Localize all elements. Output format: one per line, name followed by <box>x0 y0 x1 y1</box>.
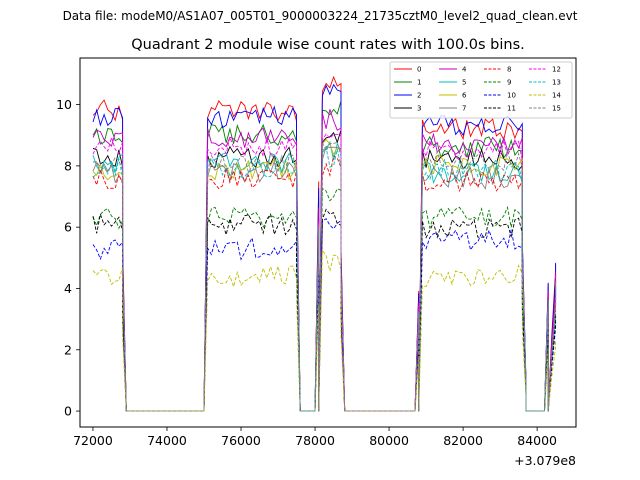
legend-label-12: 12 <box>552 66 561 74</box>
legend-label-15: 15 <box>552 105 561 113</box>
series-line-13 <box>92 146 557 412</box>
x-tick-label: 76000 <box>221 433 261 448</box>
series-line-11 <box>92 208 557 412</box>
series-line-9 <box>92 187 557 412</box>
series-line-2 <box>92 83 557 412</box>
legend-label-13: 13 <box>552 79 561 87</box>
legend-label-5: 5 <box>462 79 466 87</box>
series-line-0 <box>92 75 557 412</box>
x-tick-label: 84000 <box>517 433 557 448</box>
series-line-3 <box>92 129 557 412</box>
legend-label-8: 8 <box>507 66 511 74</box>
y-tick-label: 8 <box>64 158 72 173</box>
series-line-4 <box>92 109 557 412</box>
legend-label-0: 0 <box>417 66 421 74</box>
legend-label-6: 6 <box>462 92 467 100</box>
x-tick-label: 74000 <box>147 433 187 448</box>
legend-label-14: 14 <box>552 92 561 100</box>
legend-frame <box>389 61 573 119</box>
legend-label-2: 2 <box>417 92 421 100</box>
legend-label-9: 9 <box>507 79 511 87</box>
x-offset-label: +3.079e8 <box>514 453 576 468</box>
legend-label-7: 7 <box>462 105 466 113</box>
legend-label-11: 11 <box>507 105 516 113</box>
y-tick-label: 2 <box>64 342 72 357</box>
series-line-14 <box>92 248 557 412</box>
x-tick-label: 72000 <box>73 433 113 448</box>
x-tick-label: 82000 <box>443 433 483 448</box>
x-tick-label: 80000 <box>369 433 409 448</box>
chart-title: Quadrant 2 module wise count rates with … <box>131 37 525 53</box>
series-line-8 <box>92 155 557 412</box>
y-tick-label: 6 <box>64 220 72 235</box>
series-line-12 <box>92 133 557 412</box>
series-line-7 <box>92 145 557 412</box>
legend-label-1: 1 <box>417 79 421 87</box>
series-line-6 <box>92 138 557 412</box>
x-tick-label: 78000 <box>295 433 335 448</box>
y-axis: 0 2 4 6 8 10 <box>56 97 80 419</box>
legend-label-10: 10 <box>507 92 516 100</box>
chart-suptitle: Data file: modeM0/AS1A07_005T01_90000032… <box>63 9 578 23</box>
legend-label-3: 3 <box>417 105 421 113</box>
series-layer <box>92 75 557 412</box>
plot-area <box>79 57 577 428</box>
y-tick-label: 4 <box>64 281 72 296</box>
series-line-15 <box>92 141 557 412</box>
series-line-10 <box>92 218 557 412</box>
axes-frame <box>79 57 577 428</box>
legend-label-4: 4 <box>462 66 467 74</box>
y-tick-label: 0 <box>64 404 72 419</box>
x-axis: 72000 74000 76000 78000 80000 82000 84000 <box>73 427 557 448</box>
y-tick-label: 10 <box>56 97 72 112</box>
